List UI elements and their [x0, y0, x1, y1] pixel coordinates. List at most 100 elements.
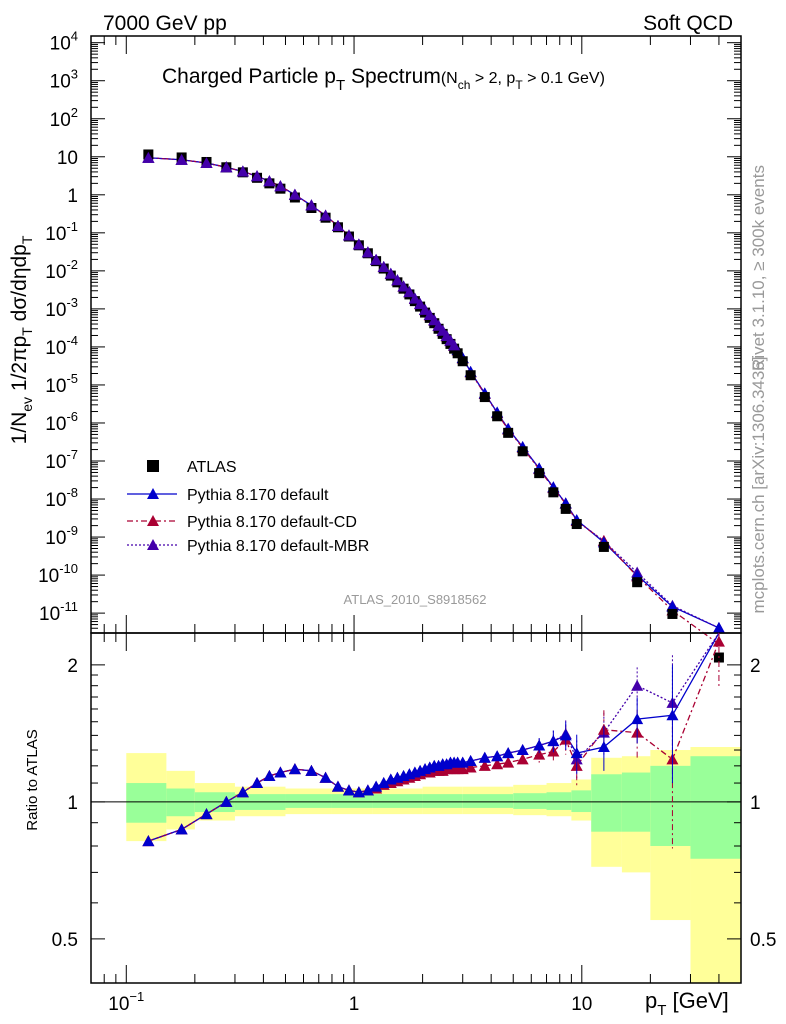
series-line-default: [148, 157, 720, 629]
ratio-point-default: [464, 754, 477, 766]
ratio-point-default: [200, 808, 213, 820]
point-mbr-top: [414, 297, 427, 309]
point-atlas: [479, 392, 490, 403]
point-atlas: [571, 519, 582, 530]
legend-label: Pythia 8.170 default-MBR: [187, 538, 369, 555]
point-mbr-top: [251, 170, 264, 182]
point-mbr-top: [352, 238, 365, 250]
band-inner: [546, 792, 572, 810]
point-mbr-top: [142, 151, 155, 163]
point-mbr-top: [220, 161, 233, 173]
point-atlas: [503, 427, 514, 438]
point-atlas: [598, 541, 609, 552]
ratio-point-default: [370, 780, 383, 792]
main-panel: 10-1110-1010-910-810-710-610-510-410-310…: [38, 29, 742, 663]
y-tick-label: 1: [67, 186, 78, 207]
x-tick-label: 10−1: [108, 989, 144, 1015]
y-tick-label: 10-6: [45, 409, 78, 435]
x-tick-label: 1: [349, 994, 360, 1015]
point-mbr-top: [370, 253, 383, 265]
point-atlas: [560, 503, 571, 514]
point-mbr-top: [331, 220, 344, 232]
x-axis-label: pT [GeV]: [645, 988, 729, 1019]
ratio-point-default: [305, 764, 318, 776]
title-cut-c: > 0.1 GeV): [523, 70, 605, 87]
legend-marker: [147, 515, 159, 526]
y-axis-label: 1/Nev 1/2πpT dσ/dηdpT: [8, 235, 35, 444]
ratio-point-default: [251, 777, 264, 789]
svg-text:1/Nev 1/2πpT dσ/dηdpT: 1/Nev 1/2πpT dσ/dηdpT: [8, 235, 35, 444]
point-mbr-top: [342, 229, 355, 241]
point-atlas: [452, 348, 463, 359]
ratio-point-default: [175, 823, 188, 835]
ratio-point-cd: [478, 759, 491, 771]
point-atlas: [492, 411, 503, 422]
ratio-point-default: [288, 763, 301, 775]
point-mbr-top: [288, 188, 301, 200]
rivet-label: Rivet 3.1.10, ≥ 300k events: [749, 165, 768, 371]
title-main-sub: T: [336, 77, 345, 94]
ratio-point-default: [319, 771, 332, 783]
point-mbr-top: [175, 153, 188, 165]
ratio-point-default: [263, 769, 276, 781]
y-tick-label: 10-7: [45, 447, 78, 473]
point-mbr-top: [263, 175, 276, 187]
point-mbr-top: [384, 267, 397, 279]
point-mbr-top: [236, 165, 249, 177]
ratio-point-default: [274, 766, 287, 778]
ratio-point-default: [352, 786, 365, 798]
point-atlas: [548, 487, 559, 498]
ratio-tick-label: 2: [67, 656, 78, 677]
ratio-tick-label: 0.5: [750, 930, 776, 951]
band-inner: [331, 794, 373, 808]
ratio-point-cd: [491, 758, 504, 770]
y-tick-label: 10-1: [45, 219, 78, 245]
point-mbr-top: [361, 246, 374, 258]
legend-marker: [147, 488, 159, 499]
point-mbr-top: [200, 156, 213, 168]
point-mbr-top: [408, 292, 421, 304]
title-cut-a-sub: ch: [458, 78, 471, 92]
ratio-point-default: [236, 786, 249, 798]
point-atlas: [517, 446, 528, 457]
point-mbr-top: [274, 180, 287, 192]
y-tick-label: 10-4: [45, 333, 78, 359]
ratio-tick-label: 1: [750, 793, 761, 814]
header-left: 7000 GeV pp: [103, 12, 227, 35]
ratio-point-default: [342, 784, 355, 796]
point-atlas: [667, 608, 678, 619]
ratio-point-cd: [464, 761, 477, 773]
y-tick-label: 10-9: [45, 523, 78, 549]
point-default: [712, 621, 725, 633]
analysis-label: ATLAS_2010_S8918562: [344, 592, 487, 607]
ratio-point-default: [331, 780, 344, 792]
ratio-point-default: [502, 747, 515, 759]
point-mbr-top: [377, 260, 390, 272]
ratio-tick-label: 2: [750, 656, 761, 677]
mcplots-label: mcplots.cern.ch [arXiv:1306.3436]: [749, 356, 768, 613]
ratio-point-cd: [533, 748, 546, 760]
ratio-frame: [90, 632, 742, 984]
ratio-tick-label: 0.5: [52, 930, 78, 951]
ratio-point-cd: [712, 635, 725, 647]
y-tick-label: 103: [50, 67, 78, 93]
title-cut-a: (N: [441, 70, 458, 87]
point-atlas: [465, 370, 476, 381]
point-mbr-top: [319, 209, 332, 221]
ratio-point-cd: [502, 756, 515, 768]
title-main-tail: Spectrum: [345, 65, 441, 88]
point-mbr-top: [448, 339, 461, 351]
legend: ATLAS Pythia 8.170 default Pythia 8.170 de…: [127, 459, 369, 555]
ratio-axis-label: Ratio to ATLAS: [24, 729, 41, 830]
y-tick-label: 10-8: [45, 485, 78, 511]
ratio-point-default: [361, 784, 374, 796]
y-tick-label: 10: [57, 148, 78, 169]
legend-marker: [147, 460, 159, 472]
band-inner: [126, 783, 167, 823]
legend-label: Pythia 8.170 default: [187, 487, 329, 504]
y-tick-label: 10-5: [45, 371, 78, 397]
ratio-point-default: [142, 835, 155, 847]
point-atlas: [632, 577, 643, 588]
y-tick-label: 10-3: [45, 295, 78, 321]
y-tick-label: 102: [50, 105, 78, 131]
